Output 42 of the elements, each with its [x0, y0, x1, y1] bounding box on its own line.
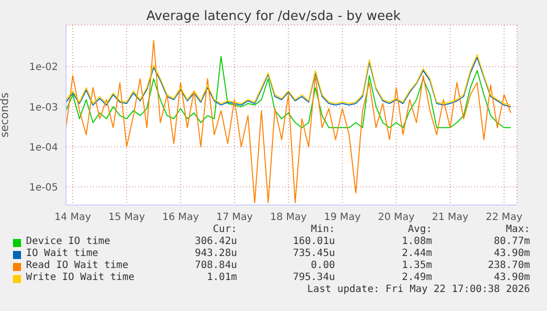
- text: 0.00: [310, 260, 335, 271]
- line-series: [66, 40, 512, 204]
- x-tick-label: 21 May: [432, 212, 469, 224]
- text: Cur:: [212, 224, 237, 235]
- y-axis-title: seconds: [0, 92, 11, 138]
- line-series: [66, 56, 512, 128]
- y-tick-label: 1e-05: [29, 182, 58, 194]
- text: Min:: [310, 224, 335, 235]
- x-tick-label: 18 May: [270, 212, 307, 224]
- x-tick-label: 20 May: [378, 212, 415, 224]
- text: 2.44m: [402, 248, 432, 259]
- text: 735.45u: [292, 248, 335, 259]
- text: 43.90m: [494, 272, 530, 283]
- chart-title: Average latency for /dev/sda - by week: [145, 9, 402, 24]
- text: Max:: [506, 224, 530, 235]
- text: 795.34u: [292, 272, 335, 283]
- text: 1.08m: [402, 236, 432, 247]
- x-tick-label: 22 May: [486, 212, 522, 224]
- text: 306.42u: [194, 236, 237, 247]
- text: 1.01m: [206, 272, 237, 283]
- text: Avg:: [408, 224, 432, 235]
- x-tick-label: 15 May: [108, 212, 146, 224]
- x-tick-label: 19 May: [324, 212, 361, 224]
- text: 1.35m: [402, 260, 432, 271]
- x-tick-label: 16 May: [162, 212, 199, 224]
- y-tick-label: 1e-04: [29, 142, 58, 154]
- text: 2.49m: [402, 272, 432, 283]
- legend-label: Device IO time: [26, 236, 110, 247]
- x-tick-label: 14 May: [54, 212, 92, 224]
- legend-label: Read IO Wait time: [26, 260, 128, 271]
- text: 708.84u: [194, 260, 237, 271]
- y-tick-label: 1e-02: [29, 62, 58, 74]
- text: Last update: Fri May 22 17:00:38 2026: [307, 284, 530, 295]
- legend-label: IO Wait time: [26, 248, 98, 259]
- text: 943.28u: [194, 248, 237, 259]
- legend-label: Write IO Wait time: [26, 272, 134, 283]
- text: 238.70m: [488, 260, 530, 271]
- x-tick-label: 17 May: [216, 212, 253, 224]
- y-tick-label: 1e-03: [29, 102, 58, 114]
- text: 43.90m: [494, 248, 530, 259]
- text: 160.01u: [292, 236, 335, 247]
- text: 80.77m: [494, 236, 530, 247]
